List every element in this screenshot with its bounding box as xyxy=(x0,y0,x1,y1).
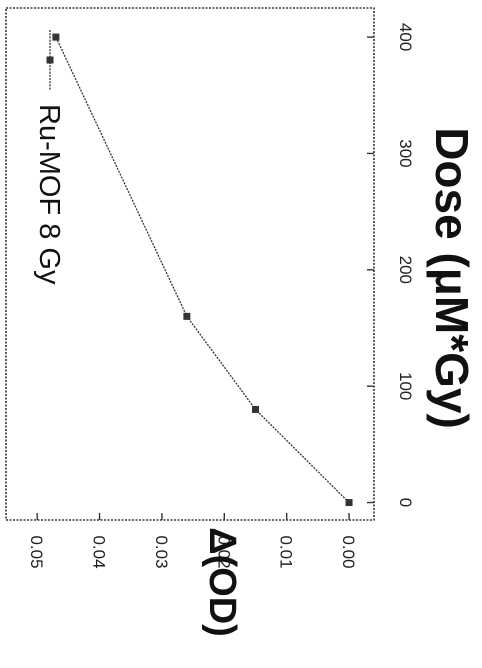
x-tick-label: 100 xyxy=(396,372,415,400)
y-tick-label: 0.02 xyxy=(214,535,233,568)
x-tick-label: 200 xyxy=(396,256,415,284)
y-tick-label: 0.04 xyxy=(90,535,109,568)
legend-label: Ru-MOF 8 Gy xyxy=(33,104,65,285)
legend-marker xyxy=(46,56,54,64)
plot-frame xyxy=(5,7,375,521)
y-axis-title: Δ(OD) xyxy=(201,527,243,637)
plot-layer: 0 100 200 300 400 0.00 0.01 0.02 0.03 0.04 0.05 Dos… xyxy=(5,7,478,637)
y-tick-label: 0.00 xyxy=(339,535,358,568)
data-point xyxy=(251,405,259,413)
y-tick-label: 0.03 xyxy=(152,535,171,568)
x-tick-label: 400 xyxy=(396,23,415,51)
x-tick-label: 0 xyxy=(396,498,415,507)
y-tick-label: 0.05 xyxy=(27,535,46,568)
data-point xyxy=(52,33,60,41)
x-axis-title: Dose (μM*Gy) xyxy=(426,127,478,429)
data-point xyxy=(183,312,191,320)
x-tick-label: 300 xyxy=(396,139,415,167)
y-tick-label: 0.01 xyxy=(277,535,296,568)
series-line xyxy=(55,36,350,504)
data-point xyxy=(345,499,353,507)
